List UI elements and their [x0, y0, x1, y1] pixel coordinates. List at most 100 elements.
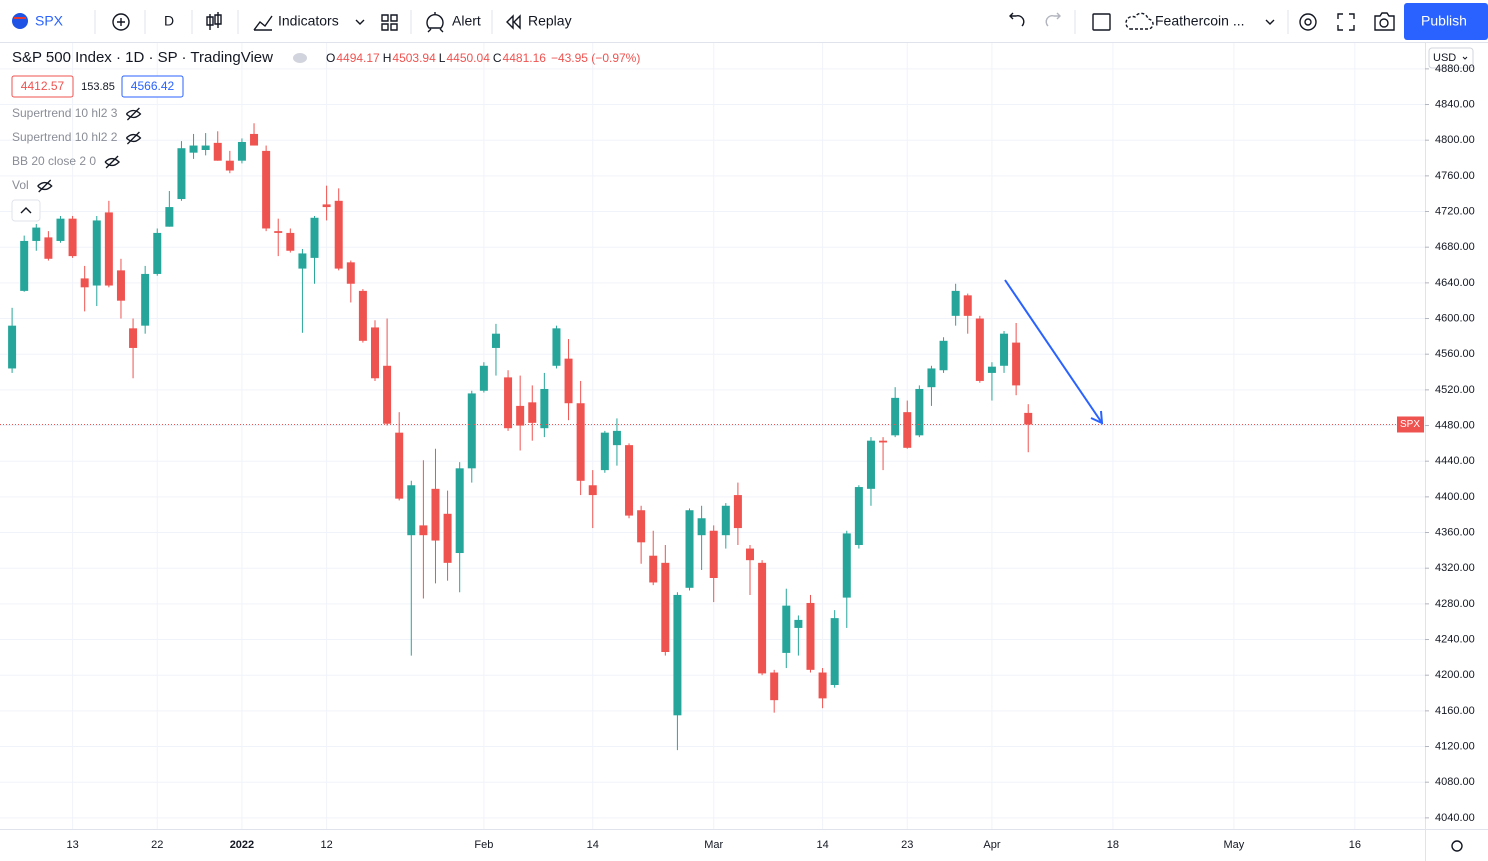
candle-body	[673, 594, 682, 716]
candle-body	[346, 262, 355, 284]
candle-body	[262, 150, 271, 229]
candle-body	[237, 141, 246, 161]
chevron[interactable]	[355, 19, 365, 25]
y-tick-label: 4240.00	[1435, 633, 1475, 645]
currency[interactable]: USD	[1433, 52, 1456, 64]
y-tick-label: 4800.00	[1435, 134, 1475, 146]
hidden-icon	[104, 155, 120, 169]
candle-body	[310, 217, 319, 258]
x-tick-label: 18	[1107, 839, 1119, 851]
candle-body	[431, 488, 440, 541]
candle-body	[1000, 333, 1009, 366]
candle-body	[56, 218, 65, 241]
candle-body	[44, 237, 53, 259]
candle-body	[165, 207, 174, 227]
indicator-name: Supertrend 10 hl2 2	[12, 130, 118, 144]
layout-name[interactable]: Feathercoin ...	[1155, 13, 1245, 29]
candle-body	[225, 160, 234, 171]
candle-body	[92, 220, 101, 286]
arrow-head	[1090, 410, 1104, 425]
undo[interactable]	[1009, 12, 1025, 27]
fullscreen[interactable]	[1337, 13, 1355, 31]
candle-body	[1024, 412, 1033, 425]
y-tick-label: 4560.00	[1435, 348, 1475, 360]
indicators-icon	[253, 15, 273, 31]
x-tick-label: Feb	[474, 839, 493, 851]
candle-body	[8, 325, 17, 369]
candle-body	[334, 200, 343, 269]
y-tick-label: 4120.00	[1435, 740, 1475, 752]
hidden-icon	[125, 107, 142, 121]
price-axis	[1426, 43, 1488, 829]
candle-body	[854, 487, 863, 546]
candle-body	[576, 403, 585, 481]
y-tick-label: 4600.00	[1435, 312, 1475, 324]
settings[interactable]	[1299, 13, 1317, 31]
replay-icon	[506, 14, 521, 30]
cloud-icon	[1125, 12, 1154, 30]
indicator-list: Supertrend 10 hl2 3 Supertrend 10 hl2 2 BB…	[12, 106, 142, 193]
candle-body	[915, 388, 924, 436]
alert-button[interactable]: Alert	[452, 13, 481, 29]
currency-button[interactable]	[1428, 47, 1474, 69]
y-tick-label: 4760.00	[1435, 170, 1475, 182]
x-tick-label: 13	[66, 839, 78, 851]
candle-body	[20, 240, 29, 291]
candle-body	[709, 530, 718, 578]
y-tick-label: 4320.00	[1435, 562, 1475, 574]
indicators-button[interactable]: Indicators	[278, 13, 339, 29]
symbol-flag	[12, 13, 28, 29]
layout-chevron[interactable]	[1265, 19, 1275, 25]
x-tick-label: 23	[901, 839, 913, 851]
candle-body	[588, 485, 597, 496]
x-tick-label: 14	[587, 839, 599, 851]
y-tick-label: 4680.00	[1435, 241, 1475, 253]
title-menu[interactable]	[293, 53, 307, 63]
candle-body	[697, 518, 706, 536]
indicator-name: BB 20 close 2 0	[12, 154, 96, 168]
y-tick-label: 4880.00	[1435, 63, 1475, 75]
axis-settings[interactable]	[1451, 840, 1463, 852]
trend-arrow[interactable]	[1004, 279, 1103, 424]
publish-button[interactable]: Publish	[1421, 13, 1467, 29]
ohlc-key: L	[439, 51, 446, 65]
axis-labels: 4040.00 4080.00 4120.00 4160.00 4200.00 4240.…	[66, 63, 1474, 851]
ohlc-value: 4450.04	[446, 51, 490, 65]
candle-body	[891, 397, 900, 436]
y-tick-label: 4400.00	[1435, 491, 1475, 503]
ohlc-value: 4494.17	[336, 51, 380, 65]
candle-body	[407, 485, 416, 536]
x-tick-label: Mar	[704, 839, 723, 851]
candle-body	[600, 432, 609, 471]
info-value: 153.85	[81, 81, 115, 93]
candle-body	[32, 227, 41, 241]
candle-body	[213, 142, 222, 161]
candle-body	[358, 290, 367, 341]
ohlc-change: −43.95 (−0.97%)	[551, 51, 640, 65]
candle-body	[830, 618, 839, 685]
candle-body	[491, 333, 500, 348]
fullscreen-layout[interactable]	[1092, 13, 1111, 31]
indicator-name: Vol	[12, 178, 29, 192]
candle-body	[528, 402, 537, 423]
candle-body	[625, 445, 634, 516]
symbol[interactable]: SPX	[35, 13, 64, 29]
ohlc-legend: O 4494.17 H 4503.94 L 4450.04 C 4481.16 −43.95 (…	[326, 51, 640, 65]
publish-bg[interactable]	[1404, 3, 1488, 40]
redo[interactable]	[1045, 12, 1061, 27]
snapshot[interactable]	[1374, 12, 1395, 31]
candle-body	[129, 328, 138, 348]
layouts-icon[interactable]	[381, 14, 398, 31]
chart-type[interactable]	[206, 12, 222, 30]
replay-button[interactable]: Replay	[528, 13, 572, 29]
add-symbol[interactable]	[112, 13, 130, 31]
x-tick-label: 2022	[230, 839, 254, 851]
x-tick-label: 12	[320, 839, 332, 851]
collapse-legend[interactable]	[11, 199, 41, 222]
y-tick-label: 4640.00	[1435, 277, 1475, 289]
info-box	[11, 75, 74, 98]
candle-body	[842, 533, 851, 598]
interval[interactable]: D	[164, 13, 174, 29]
candle-body	[721, 505, 730, 536]
